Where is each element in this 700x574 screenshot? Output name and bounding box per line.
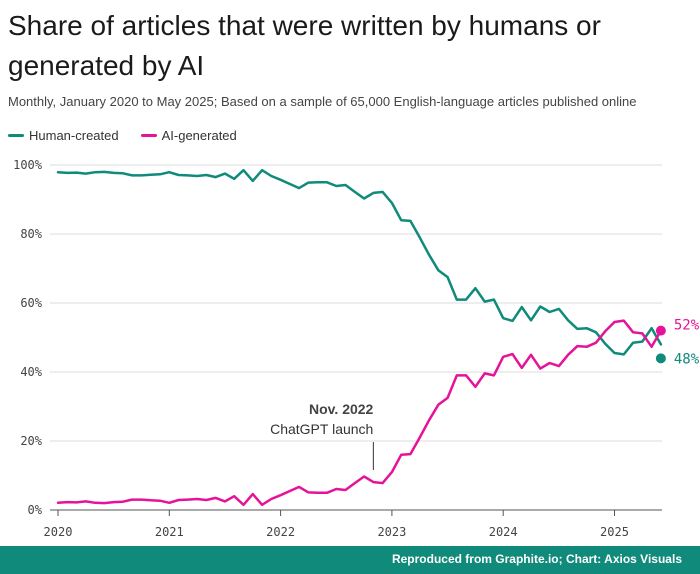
y-tick-label: 80% [20, 227, 42, 241]
annotation-event: ChatGPT launch [270, 421, 373, 437]
series-line-ai [56, 319, 663, 507]
legend-swatch-ai [140, 134, 157, 137]
x-tick-label: 2021 [155, 525, 184, 539]
x-tick-label: 2022 [266, 525, 295, 539]
chart-subtitle: Monthly, January 2020 to May 2025; Based… [8, 94, 637, 109]
y-tick-label: 20% [20, 434, 42, 448]
x-axis: 2020 2021 2022 2023 2024 2025 [44, 510, 629, 539]
y-tick-label: 100% [13, 158, 43, 172]
series-line-human [56, 168, 663, 356]
annotation: Nov. 2022 ChatGPT launch [270, 401, 374, 470]
legend-label-human: Human-created [29, 128, 119, 143]
y-tick-label: 40% [20, 365, 42, 379]
legend-item-human: Human-created [8, 128, 119, 143]
line-chart: 0%20%40%60%80%100% 2020 2021 2022 2023 2024 2… [13, 158, 700, 539]
legend-swatch-human [8, 134, 24, 137]
human-end-label: 48% [674, 351, 700, 367]
x-tick-label: 2025 [600, 525, 629, 539]
y-tick-label: 0% [28, 503, 43, 517]
chart-title: Share of articles that were written by h… [8, 10, 601, 81]
legend-item-ai: AI-generated [140, 128, 237, 143]
x-tick-label: 2024 [489, 525, 518, 539]
ai-end-point [655, 325, 666, 336]
x-tick-label: 2023 [377, 525, 406, 539]
end-labels: 52% 48% [655, 318, 700, 367]
footer-credit: Reproduced from Graphite.io; Chart: Axio… [391, 552, 682, 566]
x-tick-label: 2020 [44, 525, 73, 539]
footer-bar: Reproduced from Graphite.io; Chart: Axio… [0, 546, 700, 574]
human-end-point [655, 353, 666, 364]
annotation-date: Nov. 2022 [309, 401, 374, 417]
y-tick-label: 60% [20, 296, 42, 310]
ai-end-label: 52% [674, 318, 700, 334]
y-axis: 0% 20% 40% 60% 80% 100% [13, 158, 43, 517]
legend-label-ai: AI-generated [161, 128, 237, 143]
grid-layer [50, 164, 662, 511]
legend: Human-created AI-generated [8, 128, 237, 143]
series-layer [56, 168, 663, 507]
